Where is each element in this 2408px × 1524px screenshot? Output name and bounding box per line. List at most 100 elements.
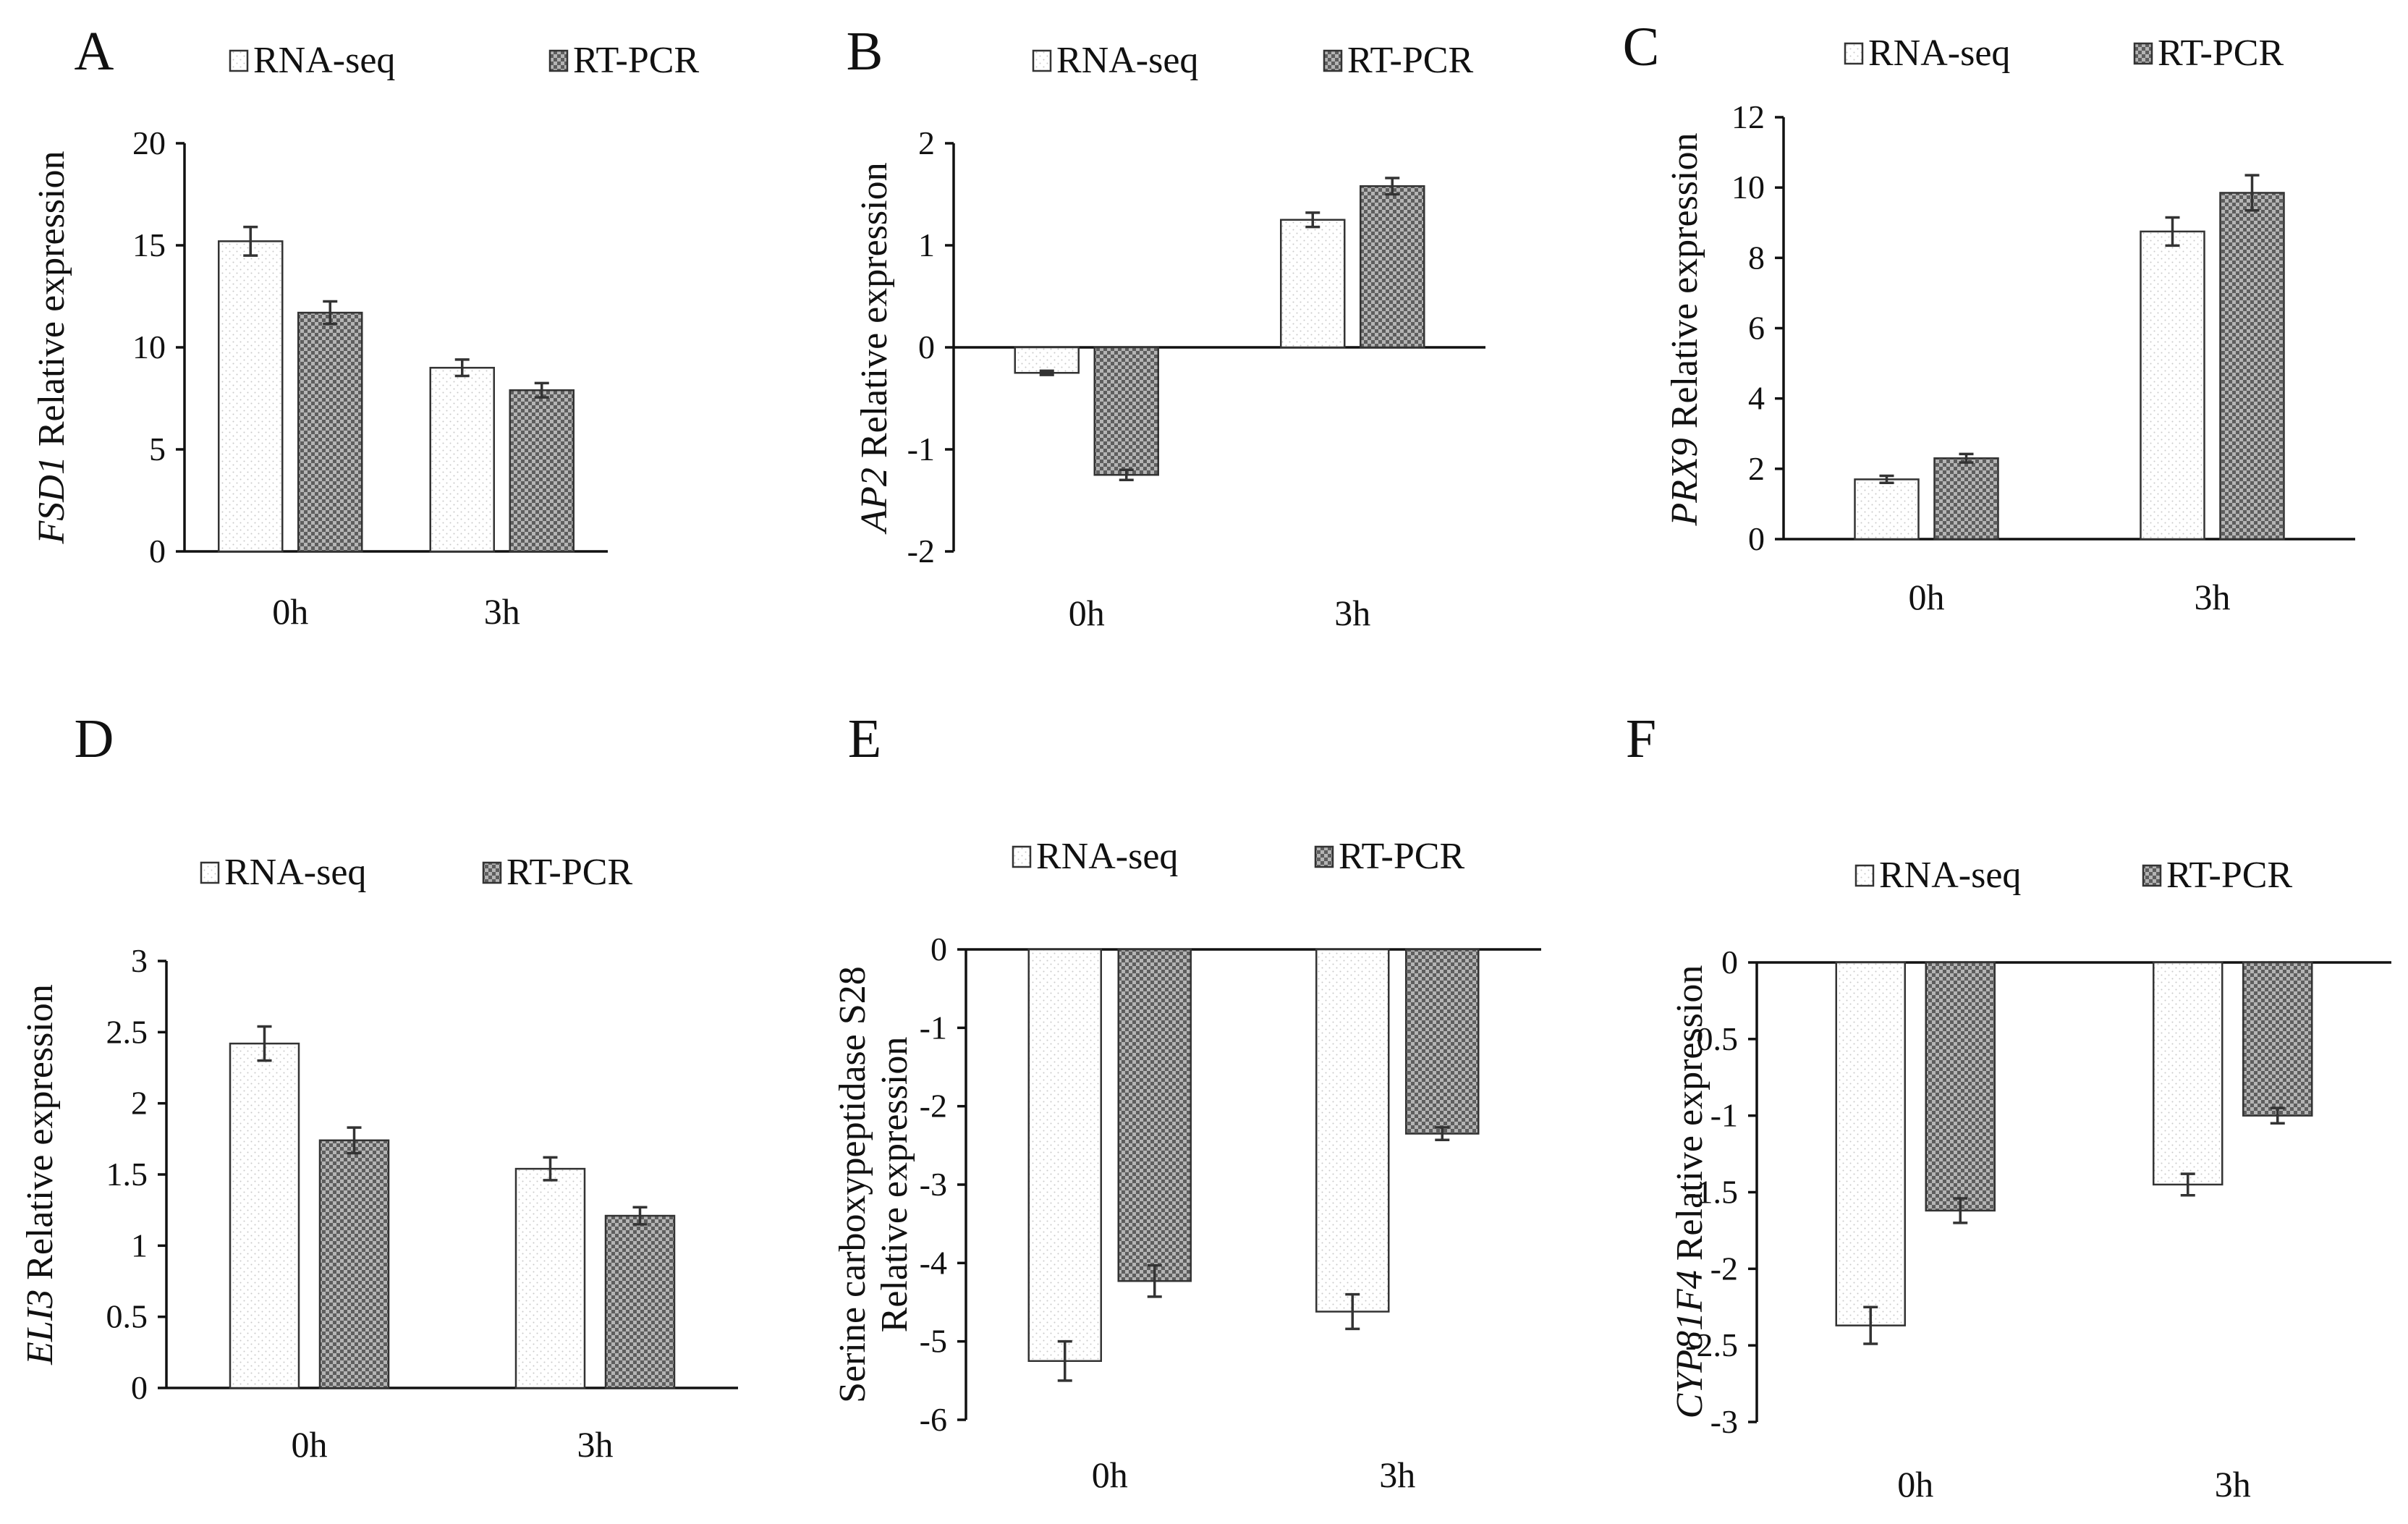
y-axis-label: AP2 Relative expression bbox=[854, 162, 895, 534]
y-tick-label: -3 bbox=[920, 1166, 947, 1203]
bar-rt-pcr-0h bbox=[297, 311, 363, 553]
bar-rna-seq-3h bbox=[1315, 948, 1390, 1313]
y-tick-label: 5 bbox=[149, 431, 166, 467]
legend-label: RT-PCR bbox=[1339, 836, 1464, 877]
y-axis-label-part: CYP81F4 bbox=[1669, 1270, 1710, 1418]
legend-label: RNA-seq bbox=[1056, 40, 1198, 81]
y-axis-label-part: Relative expression bbox=[854, 162, 895, 467]
legend-swatch-rt-pcr bbox=[482, 861, 502, 884]
chart-panel-a: A 0 5 10 15 20 0h 3h RNA-seq RT-PCR FSD1 Relative … bbox=[31, 21, 699, 632]
x-category-label: 3h bbox=[2215, 1464, 2251, 1504]
y-tick-label: -6 bbox=[920, 1401, 947, 1438]
y-tick-label: -5 bbox=[920, 1323, 947, 1360]
bar-rna-seq-3h bbox=[429, 366, 495, 553]
x-category-label: 3h bbox=[2195, 577, 2231, 617]
y-tick-label: 8 bbox=[1748, 239, 1765, 276]
bar-rt-pcr-0h bbox=[1925, 961, 1996, 1212]
y-tick-label: -2 bbox=[920, 1088, 947, 1125]
chart-panel-b: B -2 -1 0 1 2 0h 3h RNA-seq RT-PCR AP2 Relative ex… bbox=[847, 21, 1485, 633]
y-tick-label: 10 bbox=[132, 329, 166, 365]
bar-rt-pcr-3h bbox=[2219, 192, 2285, 541]
y-tick-label: 0 bbox=[131, 1369, 148, 1406]
y-tick-label: -1 bbox=[907, 431, 935, 467]
bar-rt-pcr-0h bbox=[318, 1139, 390, 1389]
y-tick-label: 6 bbox=[1748, 310, 1765, 347]
bar-rt-pcr-0h bbox=[1093, 346, 1159, 476]
y-tick-label: 2 bbox=[918, 124, 935, 161]
y-axis-label-part: FSD1 bbox=[31, 456, 72, 544]
y-tick-label: 1 bbox=[131, 1227, 148, 1263]
y-axis-label-part: Relative expression bbox=[1664, 133, 1705, 439]
chart-panel-d: D 0 0.5 1 1.5 2 2.5 3 0h 3h RNA-seq RT-PCR ELI3 Rela… bbox=[20, 708, 738, 1465]
legend-label: RNA-seq bbox=[1879, 855, 2021, 896]
y-tick-label: -2 bbox=[907, 533, 935, 570]
panel-letter: C bbox=[1623, 17, 1660, 77]
bar-rt-pcr-3h bbox=[604, 1214, 676, 1389]
panel-letter: E bbox=[848, 708, 881, 769]
x-category-label: 3h bbox=[577, 1424, 614, 1465]
y-tick-label: 0.5 bbox=[106, 1298, 148, 1335]
bar-rna-seq-3h bbox=[1280, 219, 1346, 349]
legend-label: RT-PCR bbox=[506, 852, 632, 893]
bar-rt-pcr-0h bbox=[1117, 948, 1192, 1282]
bar-rna-seq-3h bbox=[2153, 961, 2223, 1186]
legend-swatch-rna-seq bbox=[229, 49, 249, 72]
bar-rna-seq-0h bbox=[1835, 961, 1906, 1326]
y-axis-label: ELI3 Relative expression bbox=[20, 984, 61, 1366]
bar-rna-seq-0h bbox=[229, 1042, 300, 1389]
x-category-label: 0h bbox=[1897, 1464, 1933, 1504]
legend-label: RNA-seq bbox=[253, 40, 395, 81]
y-axis-label: CYP81F4 Relative expression bbox=[1669, 965, 1710, 1419]
bar-rt-pcr-0h bbox=[1933, 457, 1999, 541]
bar-rna-seq-0h bbox=[218, 240, 284, 553]
y-tick-label: -2.5 bbox=[1685, 1326, 1738, 1363]
panel-letter: B bbox=[847, 21, 883, 82]
y-tick-label: 0 bbox=[1748, 520, 1765, 557]
y-axis-label: Serine carboxypeptidase S28 bbox=[832, 966, 873, 1403]
y-tick-label: 4 bbox=[1748, 380, 1765, 417]
y-tick-label: 12 bbox=[1731, 98, 1765, 135]
bar-rna-seq-0h bbox=[1027, 948, 1102, 1362]
legend-swatch-rt-pcr bbox=[1323, 49, 1343, 72]
y-tick-label: 2 bbox=[1748, 450, 1765, 487]
legend-label: RT-PCR bbox=[2166, 855, 2292, 896]
y-tick-label: 0 bbox=[930, 931, 947, 968]
legend-swatch-rt-pcr bbox=[2133, 42, 2153, 65]
y-tick-label: 1 bbox=[918, 227, 935, 263]
legend-swatch-rt-pcr bbox=[548, 49, 569, 72]
y-tick-label: -1 bbox=[920, 1009, 947, 1046]
y-tick-label: 0 bbox=[1721, 944, 1738, 981]
y-tick-label: 2.5 bbox=[106, 1013, 148, 1050]
y-axis-label-part: Relative expression bbox=[1669, 965, 1710, 1271]
bar-rt-pcr-3h bbox=[2242, 961, 2313, 1117]
y-tick-label: 0.5 bbox=[1697, 1020, 1739, 1057]
x-category-label: 0h bbox=[1909, 577, 1945, 617]
legend-swatch-rt-pcr bbox=[2142, 864, 2162, 887]
legend-swatch-rna-seq bbox=[1854, 864, 1875, 887]
chart-panel-c: C 0 2 4 6 8 10 12 0h 3h RNA-seq RT-PCR PRX9 Relative… bbox=[1623, 17, 2355, 617]
y-tick-label: 1.5 bbox=[106, 1156, 148, 1193]
chart-panel-f: F -3 -2.5 -2 -1.5 -1 0.5 0 0h 3h RNA-seq RT-PCR CYP8… bbox=[1626, 708, 2391, 1504]
legend-label: RT-PCR bbox=[2158, 33, 2284, 74]
y-tick-label: -3 bbox=[1710, 1403, 1738, 1440]
x-category-label: 3h bbox=[1379, 1455, 1415, 1495]
y-tick-label: 10 bbox=[1731, 169, 1765, 206]
y-axis-label: Relative expression bbox=[874, 1037, 915, 1333]
y-tick-label: 3 bbox=[131, 942, 148, 979]
legend-swatch-rna-seq bbox=[1032, 49, 1052, 72]
bar-rna-seq-0h bbox=[1854, 478, 1920, 541]
y-tick-label: 20 bbox=[132, 124, 166, 161]
x-category-label: 0h bbox=[272, 591, 308, 632]
x-category-label: 0h bbox=[1092, 1455, 1128, 1495]
chart-panel-e: E -6 -5 -4 -3 -2 -1 0 0h 3h RNA-seq RT-PCR Serine ca… bbox=[832, 708, 1541, 1495]
legend-label: RT-PCR bbox=[1347, 40, 1473, 81]
panel-letter: F bbox=[1626, 708, 1656, 769]
y-tick-label: 15 bbox=[132, 227, 166, 263]
bar-rna-seq-0h bbox=[1014, 346, 1080, 374]
panel-letter: A bbox=[75, 21, 114, 82]
legend-label: RNA-seq bbox=[1036, 836, 1178, 877]
y-axis-label: PRX9 Relative expression bbox=[1664, 133, 1705, 527]
legend-swatch-rna-seq bbox=[200, 861, 220, 884]
legend-swatch-rna-seq bbox=[1844, 42, 1864, 65]
panel-letter: D bbox=[75, 708, 114, 769]
